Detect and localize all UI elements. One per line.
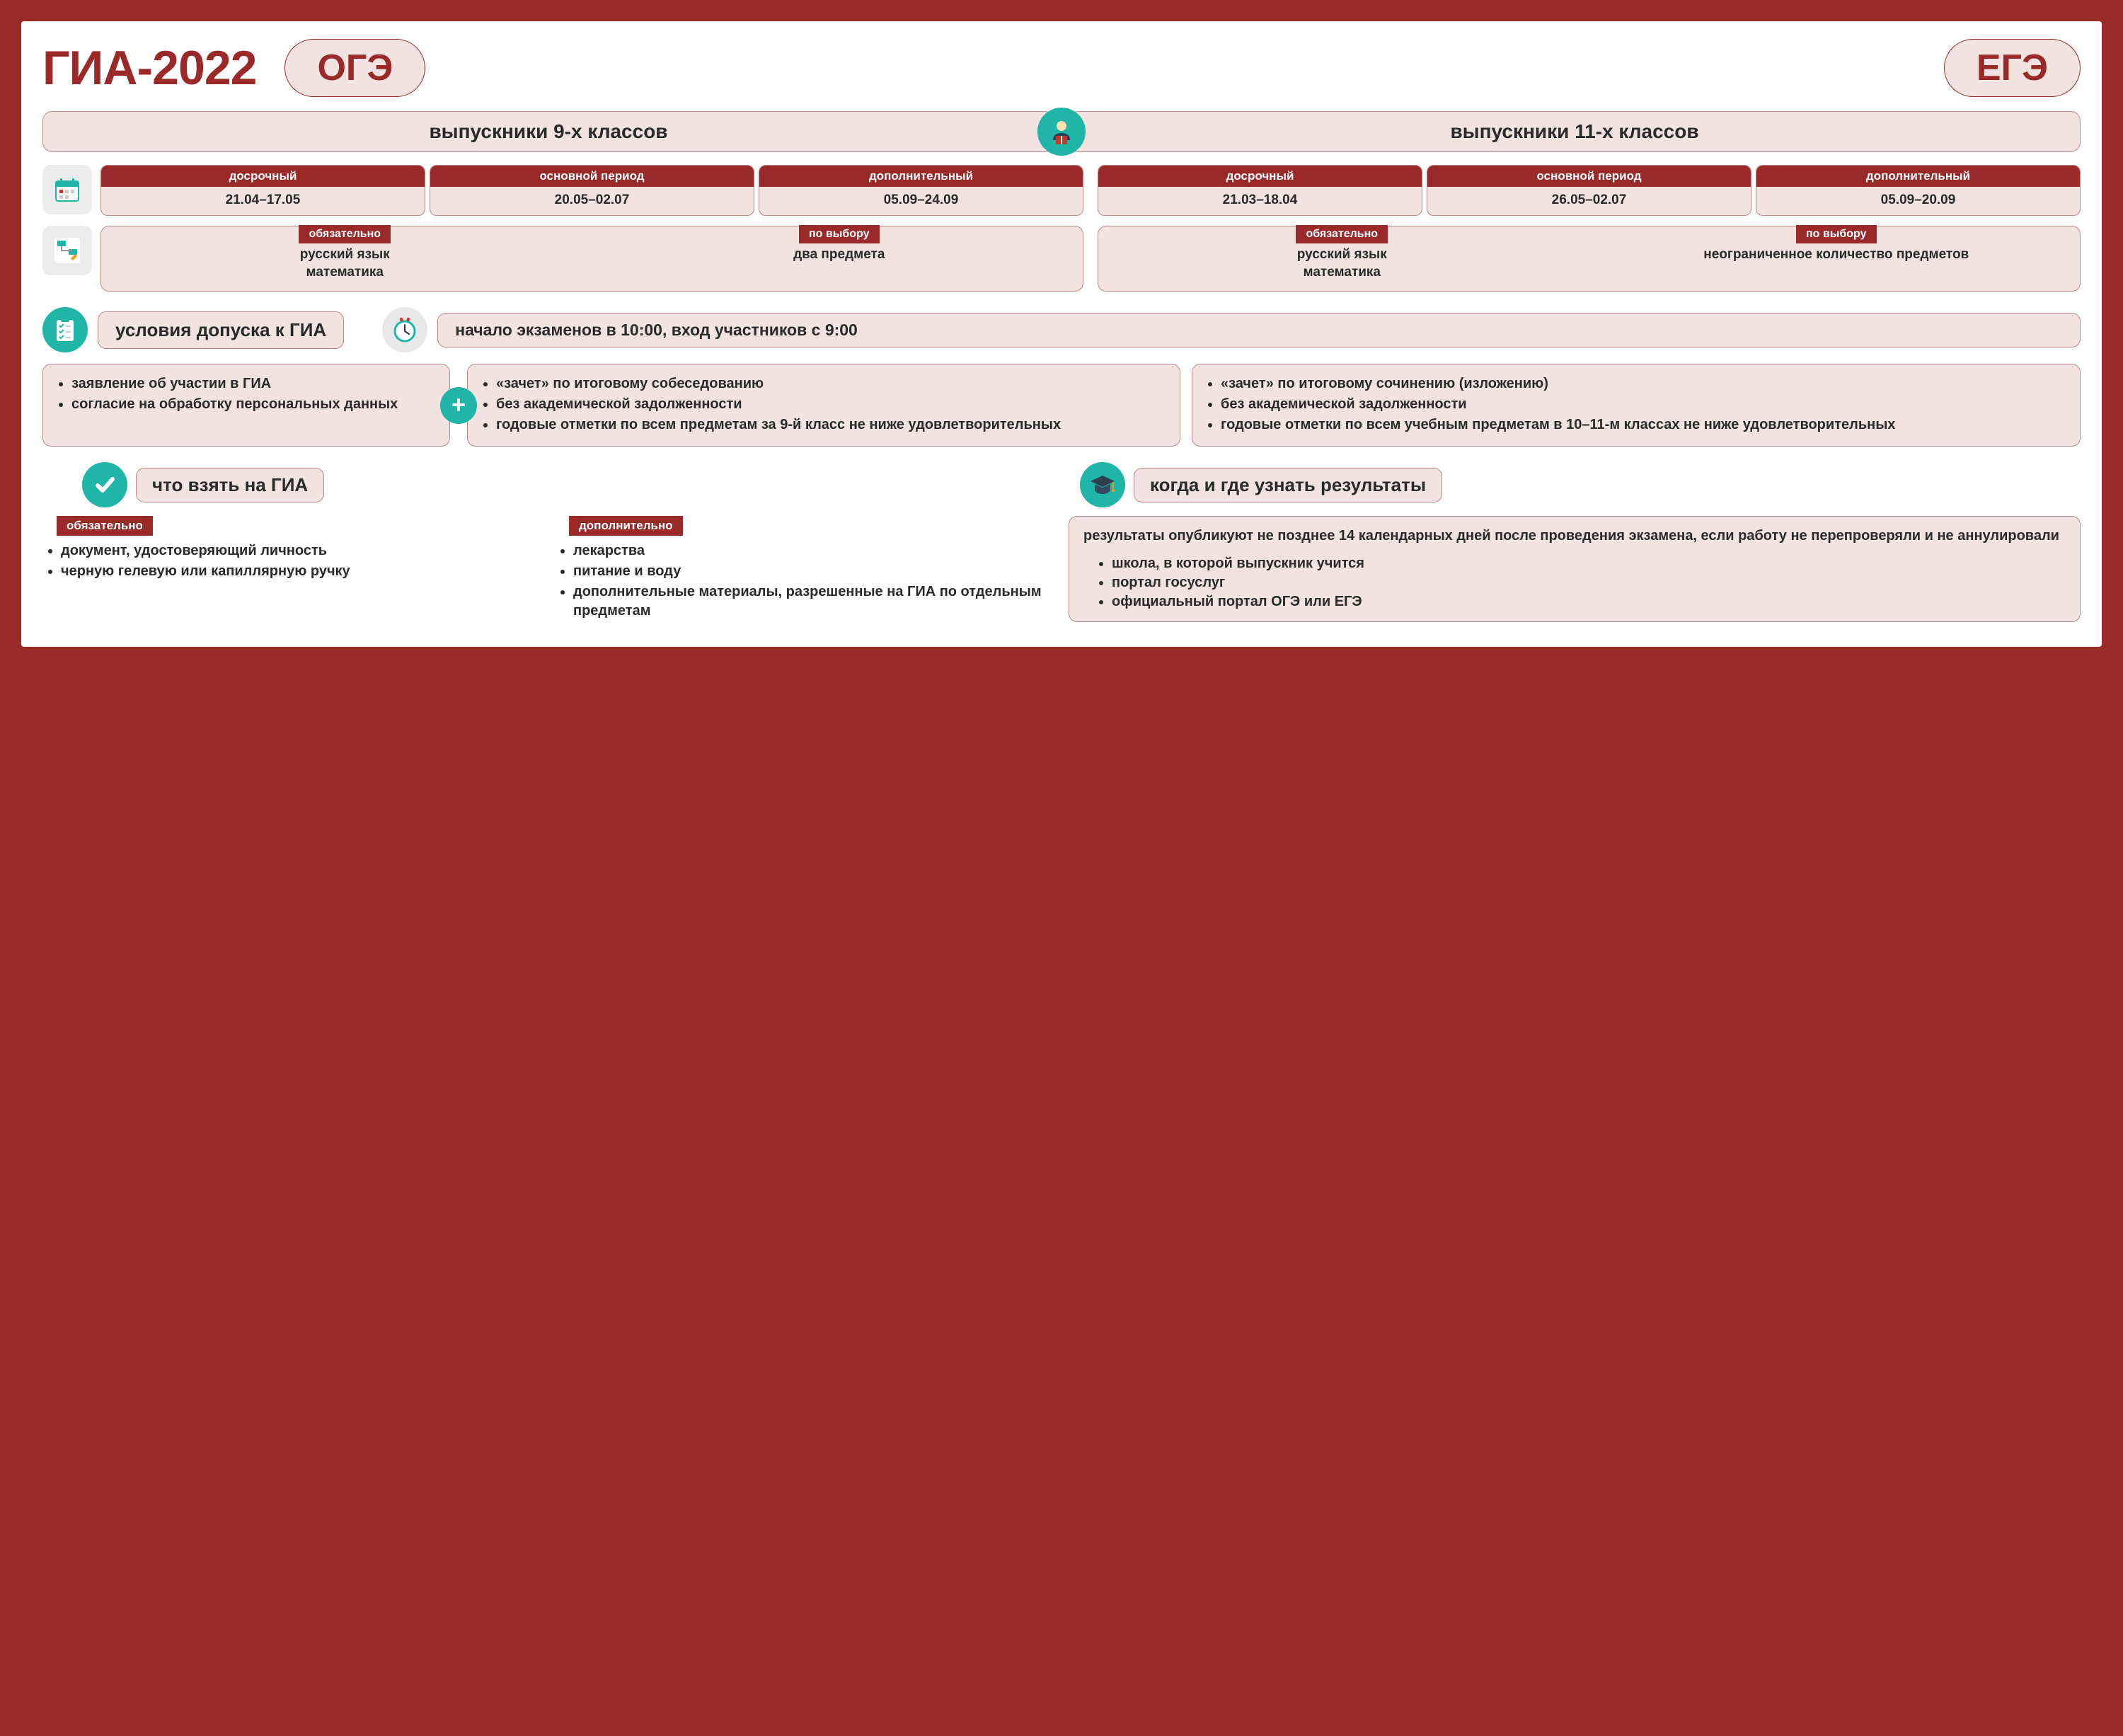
- results-box: результаты опубликуют не позднее 14 кале…: [1069, 516, 2081, 622]
- mandatory-tag: обязательно: [57, 516, 153, 536]
- period-dates: 21.04–17.05: [101, 187, 425, 215]
- list-item: «зачет» по итоговому сочинению (изложени…: [1221, 374, 2067, 393]
- list-item: официальный портал ОГЭ или ЕГЭ: [1112, 592, 2066, 611]
- oge-optional: по выбору два предмета: [596, 226, 1083, 291]
- conditions-row: заявление об участии в ГИА согласие на о…: [42, 364, 2081, 447]
- period-dates: 05.09–20.09: [1756, 187, 2080, 215]
- list-item: годовые отметки по всем учебным предмета…: [1221, 415, 2067, 435]
- ege-mandatory: обязательно русский язык математика: [1098, 226, 1586, 291]
- diagram-icon: [42, 226, 92, 275]
- mandatory-tag: обязательно: [1296, 225, 1388, 243]
- list-item: лекарства: [573, 541, 1054, 561]
- list-item: портал госуслуг: [1112, 573, 2066, 592]
- list-item: «зачет» по итоговому собеседованию: [496, 374, 1167, 393]
- bring-mandatory-col: обязательно документ, удостоверяющий лич…: [42, 516, 542, 622]
- results-title: когда и где узнать результаты: [1134, 468, 1442, 502]
- period-label: основной период: [430, 166, 754, 187]
- list-item: питание и воду: [573, 562, 1054, 581]
- optional-tag: по выбору: [799, 225, 880, 243]
- conditions-oge-list: «зачет» по итоговому собеседованию без а…: [481, 374, 1167, 435]
- oge-period-0: досрочный21.04–17.05: [100, 165, 425, 216]
- plus-icon: +: [440, 387, 477, 424]
- optional-tag: по выбору: [1796, 225, 1877, 243]
- calendar-icon: [42, 165, 92, 214]
- periods-row: досрочный21.04–17.05 основной период20.0…: [42, 165, 2081, 216]
- time-info: начало экзаменов в 10:00, вход участнико…: [437, 313, 2081, 347]
- results-header: когда и где узнать результаты: [1069, 462, 2081, 507]
- subject-text: два предмета: [603, 246, 1076, 264]
- period-dates: 05.09–24.09: [759, 187, 1083, 215]
- pill-oge: ОГЭ: [284, 39, 425, 97]
- period-label: дополнительный: [759, 166, 1083, 187]
- clock-icon: [382, 307, 427, 352]
- results-sources-list: школа, в которой выпускник учится портал…: [1083, 554, 2066, 611]
- ege-periods: досрочный21.03–18.04 основной период26.0…: [1098, 165, 2081, 216]
- bring-columns: обязательно документ, удостоверяющий лич…: [42, 516, 1054, 622]
- period-dates: 20.05–02.07: [430, 187, 754, 215]
- period-dates: 26.05–02.07: [1427, 187, 1751, 215]
- student-icon: [1037, 108, 1086, 156]
- oge-mandatory: обязательно русский язык математика: [101, 226, 589, 291]
- main-title: ГИА-2022: [42, 40, 256, 96]
- subject-text: русский язык математика: [108, 246, 582, 281]
- results-section: когда и где узнать результаты результаты…: [1069, 462, 2081, 622]
- ege-period-1: основной период26.05–02.07: [1427, 165, 1751, 216]
- conditions-common: заявление об участии в ГИА согласие на о…: [42, 364, 450, 447]
- period-label: дополнительный: [1756, 166, 2080, 187]
- bring-optional-col: дополнительно лекарства питание и воду д…: [555, 516, 1054, 622]
- list-item: согласие на обработку персональных данны…: [71, 395, 437, 414]
- period-label: досрочный: [101, 166, 425, 187]
- bring-section: что взять на ГИА обязательно документ, у…: [42, 462, 1054, 622]
- graduates-row: выпускники 9-х классов выпускники 11-х к…: [42, 111, 2081, 152]
- subjects-row: обязательно русский язык математика по в…: [42, 226, 2081, 292]
- optional-tag: дополнительно: [569, 516, 683, 536]
- bring-header: что взять на ГИА: [42, 462, 1054, 507]
- conditions-common-list: заявление об участии в ГИА согласие на о…: [56, 374, 437, 414]
- list-item: заявление об участии в ГИА: [71, 374, 437, 393]
- list-item: годовые отметки по всем предметам за 9-й…: [496, 415, 1167, 435]
- pill-ege: ЕГЭ: [1944, 39, 2081, 97]
- ege-optional: по выбору неограниченное количество пред…: [1593, 226, 2081, 291]
- subject-text: русский язык математика: [1105, 246, 1579, 281]
- ege-period-2: дополнительный05.09–20.09: [1756, 165, 2081, 216]
- check-icon: [82, 462, 127, 507]
- period-label: основной период: [1427, 166, 1751, 187]
- list-item: черную гелевую или капиллярную ручку: [61, 562, 542, 581]
- periods-group: досрочный21.04–17.05 основной период20.0…: [100, 165, 2081, 216]
- conditions-oge: «зачет» по итоговому собеседованию без а…: [467, 364, 1180, 447]
- admission-header-row: условия допуска к ГИА начало экзаменов в…: [42, 307, 2081, 352]
- graduates-11: выпускники 11-х классов: [1069, 111, 2081, 152]
- period-label: досрочный: [1098, 166, 1422, 187]
- list-item: дополнительные материалы, разрешенные на…: [573, 582, 1054, 621]
- bring-optional-list: лекарства питание и воду дополнительные …: [555, 541, 1054, 621]
- mandatory-tag: обязательно: [299, 225, 391, 243]
- graduates-9: выпускники 9-х классов: [42, 111, 1054, 152]
- oge-period-1: основной период20.05–02.07: [430, 165, 754, 216]
- ege-subjects: обязательно русский язык математика по в…: [1098, 226, 2081, 292]
- period-dates: 21.03–18.04: [1098, 187, 1422, 215]
- ege-period-0: досрочный21.03–18.04: [1098, 165, 1422, 216]
- bring-title: что взять на ГИА: [136, 468, 324, 502]
- admission-title: условия допуска к ГИА: [98, 311, 344, 349]
- subjects-group: обязательно русский язык математика по в…: [100, 226, 2081, 292]
- bring-mandatory-list: документ, удостоверяющий личность черную…: [42, 541, 542, 581]
- list-item: документ, удостоверяющий личность: [61, 541, 542, 561]
- oge-periods: досрочный21.04–17.05 основной период20.0…: [100, 165, 1083, 216]
- list-item: без академической задолженности: [496, 395, 1167, 414]
- oge-subjects: обязательно русский язык математика по в…: [100, 226, 1083, 292]
- poster: ГИА-2022 ОГЭ ЕГЭ выпускники 9-х классов …: [21, 21, 2102, 647]
- bottom-row: что взять на ГИА обязательно документ, у…: [42, 462, 2081, 622]
- subject-text: неограниченное количество предметов: [1600, 246, 2073, 264]
- checklist-icon: [42, 307, 88, 352]
- list-item: без академической задолженности: [1221, 395, 2067, 414]
- conditions-ege: «зачет» по итоговому сочинению (изложени…: [1192, 364, 2081, 447]
- header-row: ГИА-2022 ОГЭ ЕГЭ: [42, 39, 2081, 97]
- graduation-cap-icon: [1080, 462, 1125, 507]
- list-item: школа, в которой выпускник учится: [1112, 554, 2066, 573]
- results-intro: результаты опубликуют не позднее 14 кале…: [1083, 527, 2066, 546]
- conditions-ege-list: «зачет» по итоговому сочинению (изложени…: [1205, 374, 2067, 435]
- oge-period-2: дополнительный05.09–24.09: [759, 165, 1083, 216]
